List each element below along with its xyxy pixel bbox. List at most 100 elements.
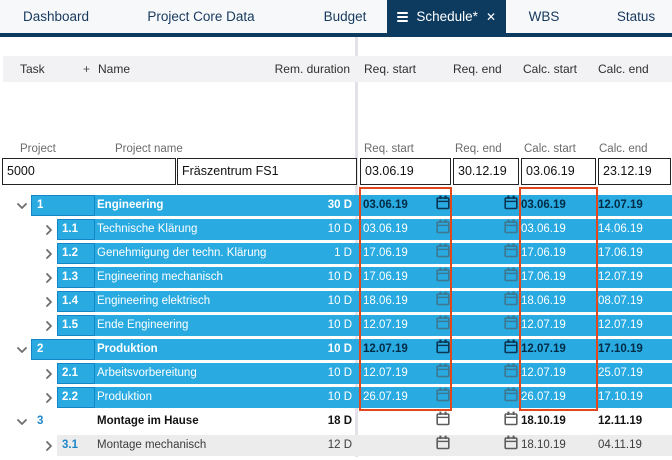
expand-chevron-icon[interactable]: [43, 435, 55, 456]
task-calc-end-date[interactable]: 12.07.19: [598, 319, 643, 331]
task-name[interactable]: Engineering: [97, 199, 164, 211]
task-name[interactable]: Genehmigung der techn. Klärung: [97, 247, 267, 259]
req-end-calendar-icon[interactable]: [504, 243, 518, 264]
task-number[interactable]: 1.4: [62, 295, 78, 307]
task-calc-end-date[interactable]: 25.07.19: [598, 367, 643, 379]
req-end-calendar-icon[interactable]: [504, 195, 518, 216]
task-number[interactable]: 3: [37, 415, 44, 427]
task-rem-duration[interactable]: 1 D: [334, 247, 352, 259]
task-row[interactable]: 1.5 Ende Engineering 10 D 12.07.19 12.07…: [0, 315, 672, 336]
project-calc-start-field[interactable]: 03.06.19: [521, 158, 596, 185]
task-row[interactable]: 1 Engineering 30 D 03.06.19 03.06.19 12.…: [0, 195, 672, 216]
task-number[interactable]: 1.5: [62, 319, 78, 331]
hamburger-menu-icon[interactable]: [397, 10, 409, 24]
req-start-calendar-icon[interactable]: [436, 315, 450, 336]
expand-chevron-icon[interactable]: [43, 315, 55, 336]
task-rem-duration[interactable]: 12 D: [327, 439, 352, 451]
tab-project-core-data[interactable]: Project Core Data: [147, 9, 255, 24]
task-rem-duration[interactable]: 10 D: [327, 319, 352, 331]
task-rem-duration[interactable]: 10 D: [327, 271, 352, 283]
task-rem-duration[interactable]: 10 D: [327, 223, 352, 235]
add-column-button[interactable]: +: [83, 62, 91, 76]
task-rem-duration[interactable]: 30 D: [327, 199, 352, 211]
task-calc-end-date[interactable]: 12.11.19: [598, 415, 643, 427]
task-row[interactable]: 2.1 Arbeitsvorbereitung 10 D 12.07.19 12…: [0, 363, 672, 384]
tab-dashboard[interactable]: Dashboard: [22, 9, 90, 24]
task-row[interactable]: 2 Produktion 10 D 12.07.19 12.07.19 17.1…: [0, 339, 672, 360]
expand-chevron-icon[interactable]: [43, 243, 55, 264]
task-name[interactable]: Arbeitsvorbereitung: [97, 367, 197, 379]
task-calc-end-date[interactable]: 08.07.19: [598, 295, 643, 307]
task-number-cell[interactable]: [57, 291, 95, 312]
task-calc-end-date[interactable]: 12.07.19: [598, 199, 643, 211]
req-end-calendar-icon[interactable]: [504, 267, 518, 288]
task-calc-start-date[interactable]: 12.07.19: [521, 367, 566, 379]
task-number[interactable]: 1.3: [62, 271, 78, 283]
task-row[interactable]: 3.1 Montage mechanisch 12 D 18.10.19 04.…: [0, 435, 672, 456]
task-name[interactable]: Montage mechanisch: [97, 439, 207, 451]
req-start-calendar-icon[interactable]: [436, 339, 450, 360]
req-start-calendar-icon[interactable]: [436, 267, 450, 288]
task-number-cell[interactable]: [57, 363, 95, 384]
task-name[interactable]: Technische Klärung: [97, 223, 198, 235]
task-name[interactable]: Produktion: [97, 343, 158, 355]
task-number[interactable]: 2: [37, 343, 44, 355]
req-start-calendar-icon[interactable]: [436, 195, 450, 216]
task-req-start-date[interactable]: 12.07.19: [363, 367, 408, 379]
task-number[interactable]: 2.1: [62, 367, 78, 379]
task-calc-start-date[interactable]: 12.07.19: [521, 343, 566, 355]
task-req-start-date[interactable]: 12.07.19: [363, 319, 408, 331]
req-end-calendar-icon[interactable]: [504, 219, 518, 240]
task-number[interactable]: 1: [37, 199, 44, 211]
task-number-cell[interactable]: [57, 243, 95, 264]
req-end-calendar-icon[interactable]: [504, 435, 518, 456]
req-start-calendar-icon[interactable]: [436, 291, 450, 312]
task-calc-start-date[interactable]: 26.07.19: [521, 391, 566, 403]
tab-budget[interactable]: Budget: [323, 9, 367, 24]
task-req-start-date[interactable]: 03.06.19: [363, 199, 408, 211]
task-number-cell[interactable]: [57, 267, 95, 288]
req-end-calendar-icon[interactable]: [504, 339, 518, 360]
task-req-start-date[interactable]: 18.06.19: [363, 295, 408, 307]
task-calc-end-date[interactable]: 17.10.19: [598, 391, 643, 403]
task-req-start-date[interactable]: 12.07.19: [363, 343, 408, 355]
task-number[interactable]: 3.1: [62, 439, 78, 451]
req-end-calendar-icon[interactable]: [504, 411, 518, 432]
task-number-cell[interactable]: [31, 195, 95, 216]
req-start-calendar-icon[interactable]: [436, 363, 450, 384]
task-req-start-date[interactable]: 26.07.19: [363, 391, 408, 403]
task-row[interactable]: 3 Montage im Hause 18 D 18.10.19 12.11.1…: [0, 411, 672, 432]
tab-wbs[interactable]: WBS: [528, 9, 560, 24]
expand-chevron-icon[interactable]: [16, 195, 28, 216]
task-name[interactable]: Ende Engineering: [97, 319, 189, 331]
task-req-start-date[interactable]: 17.06.19: [363, 247, 408, 259]
task-calc-start-date[interactable]: 17.06.19: [521, 247, 566, 259]
expand-chevron-icon[interactable]: [16, 411, 28, 432]
close-tab-icon[interactable]: ✕: [485, 9, 496, 24]
task-rem-duration[interactable]: 10 D: [327, 295, 352, 307]
expand-chevron-icon[interactable]: [16, 339, 28, 360]
req-end-calendar-icon[interactable]: [504, 291, 518, 312]
task-name[interactable]: Montage im Hause: [97, 415, 199, 427]
task-number-cell[interactable]: [31, 339, 95, 360]
task-name[interactable]: Engineering mechanisch: [97, 271, 223, 283]
project-req-end-field[interactable]: 30.12.19: [453, 158, 519, 185]
task-row[interactable]: 2.2 Produktion 10 D 26.07.19 26.07.19 17…: [0, 387, 672, 408]
task-calc-end-date[interactable]: 04.11.19: [598, 439, 642, 451]
task-name[interactable]: Produktion: [97, 391, 152, 403]
task-number-cell[interactable]: [57, 219, 95, 240]
task-req-start-date[interactable]: 17.06.19: [363, 271, 408, 283]
project-name-field[interactable]: Fräszentrum FS1: [177, 158, 357, 185]
project-req-start-field[interactable]: 03.06.19: [360, 158, 451, 185]
expand-chevron-icon[interactable]: [43, 363, 55, 384]
task-calc-start-date[interactable]: 03.06.19: [521, 223, 566, 235]
task-calc-end-date[interactable]: 14.06.19: [598, 223, 643, 235]
project-id-field[interactable]: 5000: [2, 158, 176, 185]
expand-chevron-icon[interactable]: [43, 387, 55, 408]
req-start-calendar-icon[interactable]: [436, 219, 450, 240]
task-rem-duration[interactable]: 10 D: [327, 391, 352, 403]
req-end-calendar-icon[interactable]: [504, 315, 518, 336]
task-rem-duration[interactable]: 10 D: [327, 343, 352, 355]
expand-chevron-icon[interactable]: [43, 267, 55, 288]
task-number[interactable]: 1.1: [62, 223, 78, 235]
